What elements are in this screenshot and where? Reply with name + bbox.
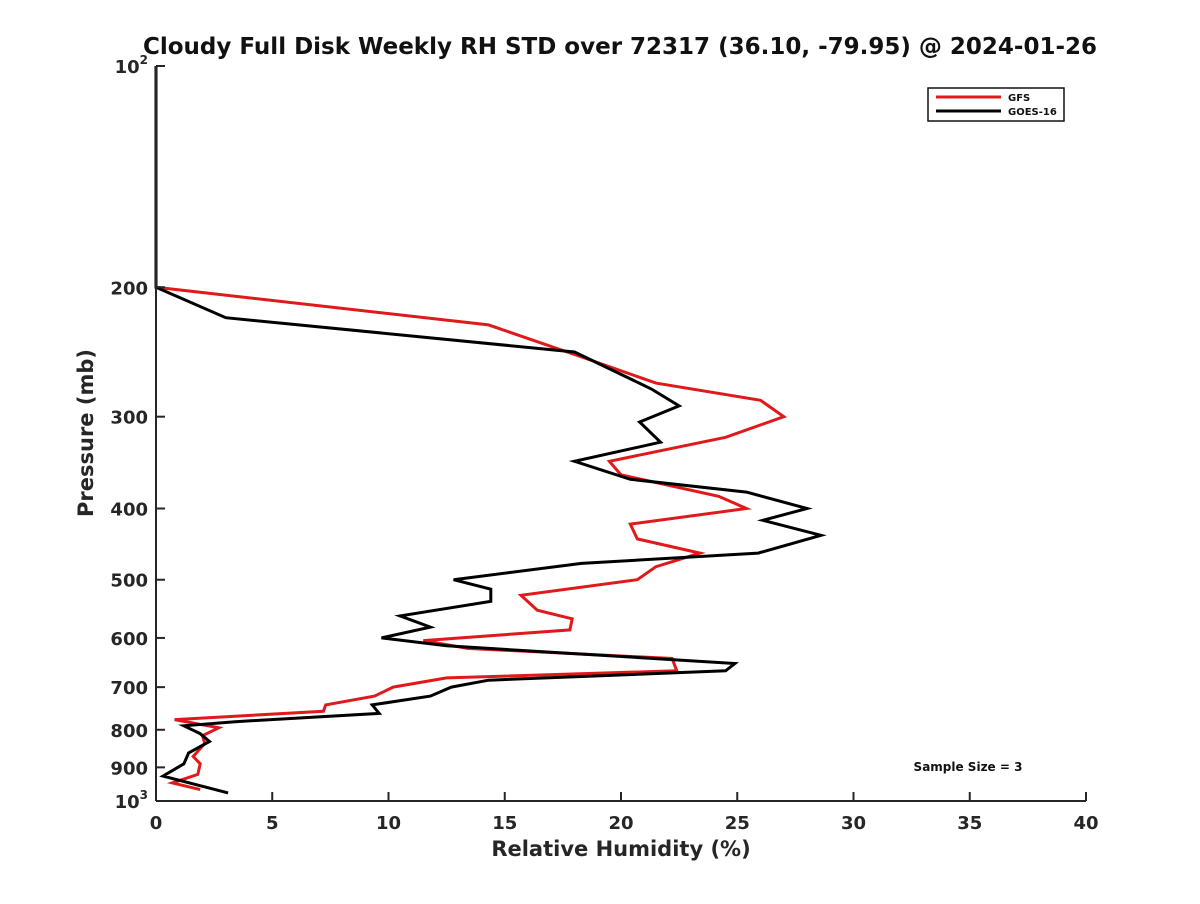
x-tick-label: 15 (492, 813, 517, 834)
legend: GFS GOES-16 (927, 87, 1065, 122)
sample-size-annotation: Sample Size = 3 (914, 760, 1023, 774)
y-tick-label: 800 (110, 721, 148, 742)
x-axis-label: Relative Humidity (%) (491, 837, 750, 861)
y-tick-label: 300 (110, 408, 148, 429)
chart-title: Cloudy Full Disk Weekly RH STD over 7231… (143, 34, 1097, 60)
y-tick-label: 600 (110, 629, 148, 650)
legend-label: GFS (1008, 93, 1030, 104)
series-line-gfs (154, 66, 788, 792)
y-tick-label: 500 (110, 571, 148, 592)
x-tick-label: 10 (376, 813, 401, 834)
x-tick-label: 40 (1073, 813, 1098, 834)
x-tick-label: 0 (150, 813, 163, 834)
y-tick-label: 200 (110, 278, 148, 299)
y-tick-label: 103 (115, 788, 148, 813)
x-ticks: 0 5 10 15 20 25 30 35 40 (150, 792, 1099, 834)
y-tick-label: 400 (110, 500, 148, 521)
y-tick-label: 700 (110, 678, 148, 699)
y-ticks: 102 200 300 400 500 600 700 800 900 103 (110, 53, 165, 813)
legend-box (927, 87, 1065, 122)
x-tick-label: 35 (957, 813, 982, 834)
y-axis-label: Pressure (mb) (74, 349, 98, 517)
x-tick-label: 5 (266, 813, 279, 834)
x-tick-label: 25 (725, 813, 750, 834)
x-tick-label: 30 (841, 813, 866, 834)
y-tick-label: 900 (110, 758, 148, 779)
x-tick-label: 20 (608, 813, 633, 834)
series-line-goes-16 (154, 66, 827, 795)
y-tick-label: 102 (115, 53, 148, 78)
legend-label: GOES-16 (1008, 107, 1057, 118)
series-layer (154, 66, 827, 795)
